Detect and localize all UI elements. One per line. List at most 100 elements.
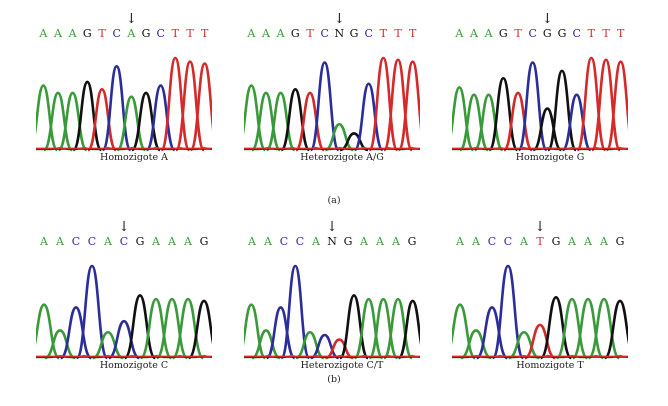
trace-peak	[36, 303, 60, 360]
base-letter: G	[557, 27, 567, 40]
base-letter: A	[152, 235, 160, 248]
base-letter: A	[39, 27, 48, 40]
chromatogram-panel: A A C C A T G A A A G ↓ Homozigote T	[452, 214, 648, 372]
trace-peak	[458, 93, 490, 152]
base-letter: C	[87, 235, 97, 248]
variant-arrow-icon: ↓	[118, 219, 130, 235]
trace-peak	[539, 295, 573, 360]
row-label: (b)	[327, 374, 341, 385]
trace-peak	[155, 297, 189, 360]
base-letter: T	[379, 27, 387, 40]
base-letter: A	[456, 235, 464, 248]
trace-peak	[139, 297, 173, 360]
trace-peak	[571, 297, 605, 360]
trace-peak	[488, 76, 519, 152]
base-letter: G	[290, 27, 300, 40]
trace-peak	[250, 91, 282, 152]
base-letter: A	[184, 235, 192, 248]
base-letter: A	[520, 235, 528, 248]
chromatogram-trace	[452, 56, 628, 152]
base-sequence: A A A G T C G G C T T T ↓	[452, 12, 648, 42]
trace-peak	[339, 132, 369, 152]
trace-peak	[92, 330, 124, 360]
chromatogram-trace	[244, 264, 420, 360]
base-letter: T	[514, 27, 522, 40]
base-letter: G	[542, 27, 552, 40]
variant-arrow-icon: ↓	[534, 219, 546, 235]
base-letter: T	[98, 27, 106, 40]
base-letter: A	[104, 235, 112, 248]
trace-peak	[171, 297, 205, 360]
trace-peak	[280, 87, 311, 152]
base-letter: G	[615, 235, 625, 248]
trace-peak	[57, 91, 88, 152]
base-letter: C	[320, 27, 329, 40]
base-sequence: A A C C A T G A A A G ↓	[452, 220, 648, 250]
chromatogram-panel: A A C C A C G A A A G ↓ Homozigote C	[36, 214, 232, 372]
trace-peak	[576, 56, 607, 152]
base-letter: A	[470, 27, 478, 40]
base-letter: G	[343, 235, 353, 248]
base-letter: C	[112, 27, 121, 40]
base-letter: T	[306, 27, 314, 40]
base-letter: G	[141, 27, 151, 40]
base-letter: A	[248, 235, 256, 248]
trace-peak	[476, 306, 508, 360]
variant-arrow-icon: ↓	[326, 219, 338, 235]
base-letter: C	[528, 27, 537, 40]
base-letter: A	[264, 235, 272, 248]
trace-peak	[244, 303, 267, 360]
base-letter: T	[171, 27, 179, 40]
base-sequence: A A C C A N G A A A G ↓	[244, 220, 440, 250]
trace-peak	[44, 329, 76, 360]
base-letter: A	[40, 235, 48, 248]
trace-peak	[460, 329, 492, 360]
panel-caption: Homozigote A	[100, 152, 168, 163]
base-letter: A	[56, 235, 64, 248]
chromatogram-trace	[36, 56, 212, 152]
chromatogram-panel: A A A G T C A G C T T T ↓ Homozigote A	[36, 6, 232, 164]
base-letter: A	[312, 235, 320, 248]
trace-peak	[452, 303, 476, 360]
panel-caption: Homozigote G	[515, 152, 585, 163]
base-letter: A	[455, 27, 464, 40]
base-letter: C	[279, 235, 289, 248]
base-letter: A	[168, 235, 176, 248]
trace-peak	[590, 58, 622, 152]
base-letter: C	[364, 27, 373, 40]
base-letter: T	[587, 27, 595, 40]
trace-peak	[338, 294, 370, 360]
base-letter: C	[487, 235, 497, 248]
trace-peak	[36, 84, 59, 152]
base-letter: N	[334, 27, 345, 40]
trace-peak	[502, 91, 534, 152]
trace-peak	[368, 56, 399, 152]
trace-peak	[189, 62, 212, 152]
chromatogram-panel: A A A G T C G G C T T T ↓ Homozigote G	[452, 6, 648, 164]
base-sequence: A A C C A C G A A A G ↓	[36, 220, 232, 250]
trace-peak	[294, 91, 326, 152]
base-letter: T	[200, 27, 209, 40]
base-letter: A	[276, 27, 285, 40]
trace-peak	[310, 333, 340, 360]
trace-peak	[187, 299, 212, 360]
trace-peak	[145, 84, 176, 152]
panel-caption: Heterozigote C/T	[300, 360, 384, 371]
trace-peak	[160, 56, 191, 152]
base-letter: T	[602, 27, 610, 40]
base-letter: C	[156, 27, 165, 40]
panel-caption: Heterozigote A/G	[300, 152, 384, 163]
base-sequence: A A A G T C N G C T T T ↓	[244, 12, 440, 42]
trace-peak	[353, 82, 384, 152]
trace-peak	[123, 294, 157, 360]
base-letter: A	[568, 235, 576, 248]
base-letter: A	[392, 235, 400, 248]
chromatogram-trace	[36, 264, 212, 360]
base-letter: T	[408, 27, 417, 40]
chromatogram-panel: A A A G T C N G C T T T ↓ Heterozigote A/G	[244, 6, 440, 164]
trace-peak	[397, 60, 420, 152]
chromatogram-trace	[452, 264, 628, 360]
trace-peak	[324, 122, 354, 152]
base-letter: G	[82, 27, 92, 40]
trace-peak	[86, 87, 118, 152]
